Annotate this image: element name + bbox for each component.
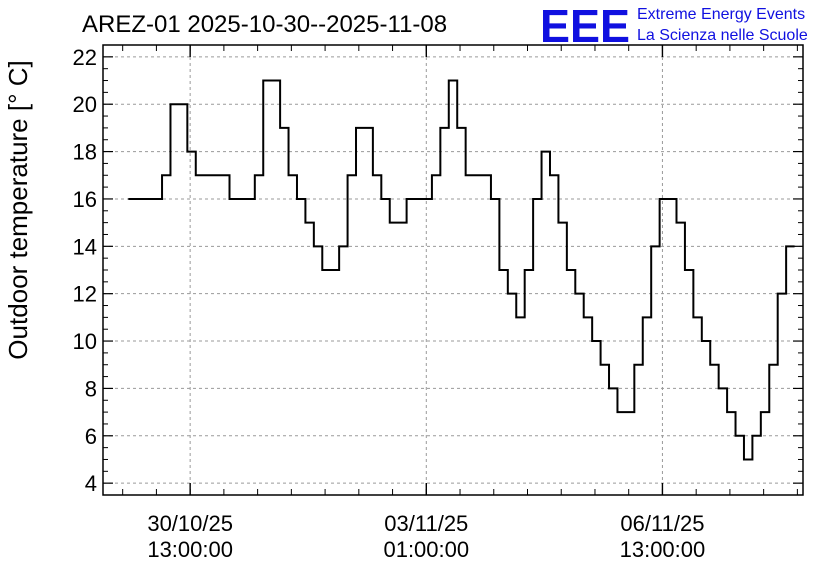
ticks: [103, 44, 803, 496]
y-tick-label: 16: [73, 187, 97, 212]
logo-mark: EEE: [540, 0, 630, 52]
y-tick-label: 12: [73, 282, 97, 307]
y-tick-label: 6: [85, 424, 97, 449]
chart-title: AREZ-01 2025-10-30--2025-11-08: [82, 11, 447, 38]
eee-logo: EEE Extreme Energy Events La Scienza nel…: [540, 0, 808, 52]
series-line: [128, 79, 795, 461]
x-tick-labels: 30/10/2513:00:0003/11/2501:00:0006/11/25…: [147, 511, 705, 562]
y-axis-label: Outdoor temperature [° C]: [3, 60, 33, 359]
y-tick-labels: 4 6 8 10 12 14 16 18 20 22: [73, 45, 97, 496]
x-tick-label-time: 01:00:00: [383, 537, 469, 562]
x-tick-label-time: 13:00:00: [147, 537, 233, 562]
x-tick-label-time: 13:00:00: [620, 537, 706, 562]
logo-line-2: La Scienza nelle Scuole: [637, 27, 808, 44]
y-tick-label: 22: [73, 45, 97, 70]
y-tick-label: 10: [73, 329, 97, 354]
y-tick-label: 18: [73, 140, 97, 165]
series-layer: [128, 79, 795, 461]
y-tick-label: 14: [73, 234, 97, 259]
x-tick-label-date: 30/10/25: [147, 511, 233, 536]
y-tick-label: 4: [85, 471, 97, 496]
x-tick-label-date: 03/11/25: [384, 511, 468, 536]
x-tick-label-date: 06/11/25: [620, 511, 704, 536]
y-tick-label: 8: [85, 376, 97, 401]
grid: [103, 45, 803, 495]
y-tick-label: 20: [73, 92, 97, 117]
logo-line-1: Extreme Energy Events: [637, 6, 805, 23]
